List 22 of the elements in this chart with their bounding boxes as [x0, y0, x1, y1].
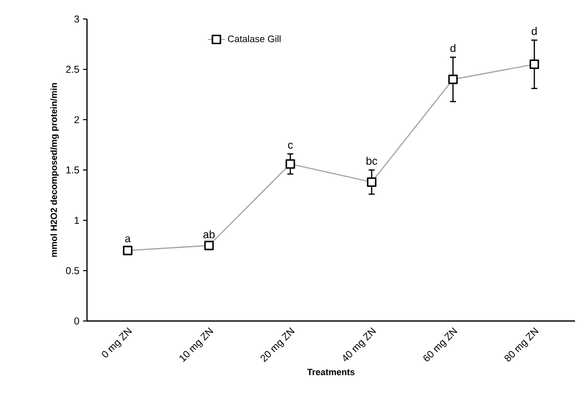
legend-label: Catalase Gill	[228, 35, 281, 42]
x-tick-label: 0 mg ZN	[102, 327, 132, 358]
x-tick-label: 60 mg ZN	[424, 327, 458, 362]
annotation: a	[125, 236, 131, 242]
annotation: bc	[366, 156, 378, 165]
annotation: d	[532, 26, 537, 35]
annotation: d	[450, 44, 456, 52]
x-tick-label: 20 mg ZN	[260, 327, 295, 362]
y-tick-label: 3	[74, 15, 80, 23]
y-tick-label: 2.5	[66, 66, 80, 73]
y-tick-label: 0.5	[66, 267, 80, 274]
x-tick-label: 40 mg ZN	[343, 327, 376, 362]
y-tick-label: 1	[74, 216, 79, 224]
x-tick-label: 10 mg ZN	[180, 327, 214, 362]
y-tick-label: 2	[74, 116, 79, 124]
y-tick-label: 0	[74, 317, 80, 325]
y-axis-title: mmol H2O2 decomposed/mg protein/min	[50, 83, 59, 257]
y-tick-label: 1.5	[66, 166, 80, 174]
annotation: c	[288, 142, 293, 149]
x-tick-label: 80 mg ZN	[504, 327, 539, 362]
x-axis-title: Treatments	[307, 368, 355, 376]
annotation: ab	[203, 230, 215, 238]
